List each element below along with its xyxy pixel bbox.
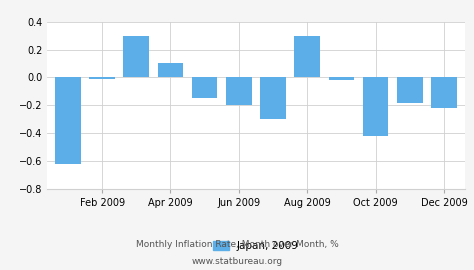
Bar <box>158 63 183 77</box>
Bar <box>431 77 457 108</box>
Bar <box>260 77 286 119</box>
Bar <box>192 77 218 98</box>
Bar <box>55 77 81 164</box>
Legend: Japan, 2009: Japan, 2009 <box>213 241 299 251</box>
Bar <box>226 77 252 105</box>
Text: Monthly Inflation Rate, Month over Month, %: Monthly Inflation Rate, Month over Month… <box>136 240 338 249</box>
Bar <box>397 77 423 103</box>
Bar <box>123 36 149 77</box>
Bar <box>363 77 389 136</box>
Text: www.statbureau.org: www.statbureau.org <box>191 257 283 266</box>
Bar <box>328 77 354 80</box>
Bar <box>294 36 320 77</box>
Bar <box>89 77 115 79</box>
